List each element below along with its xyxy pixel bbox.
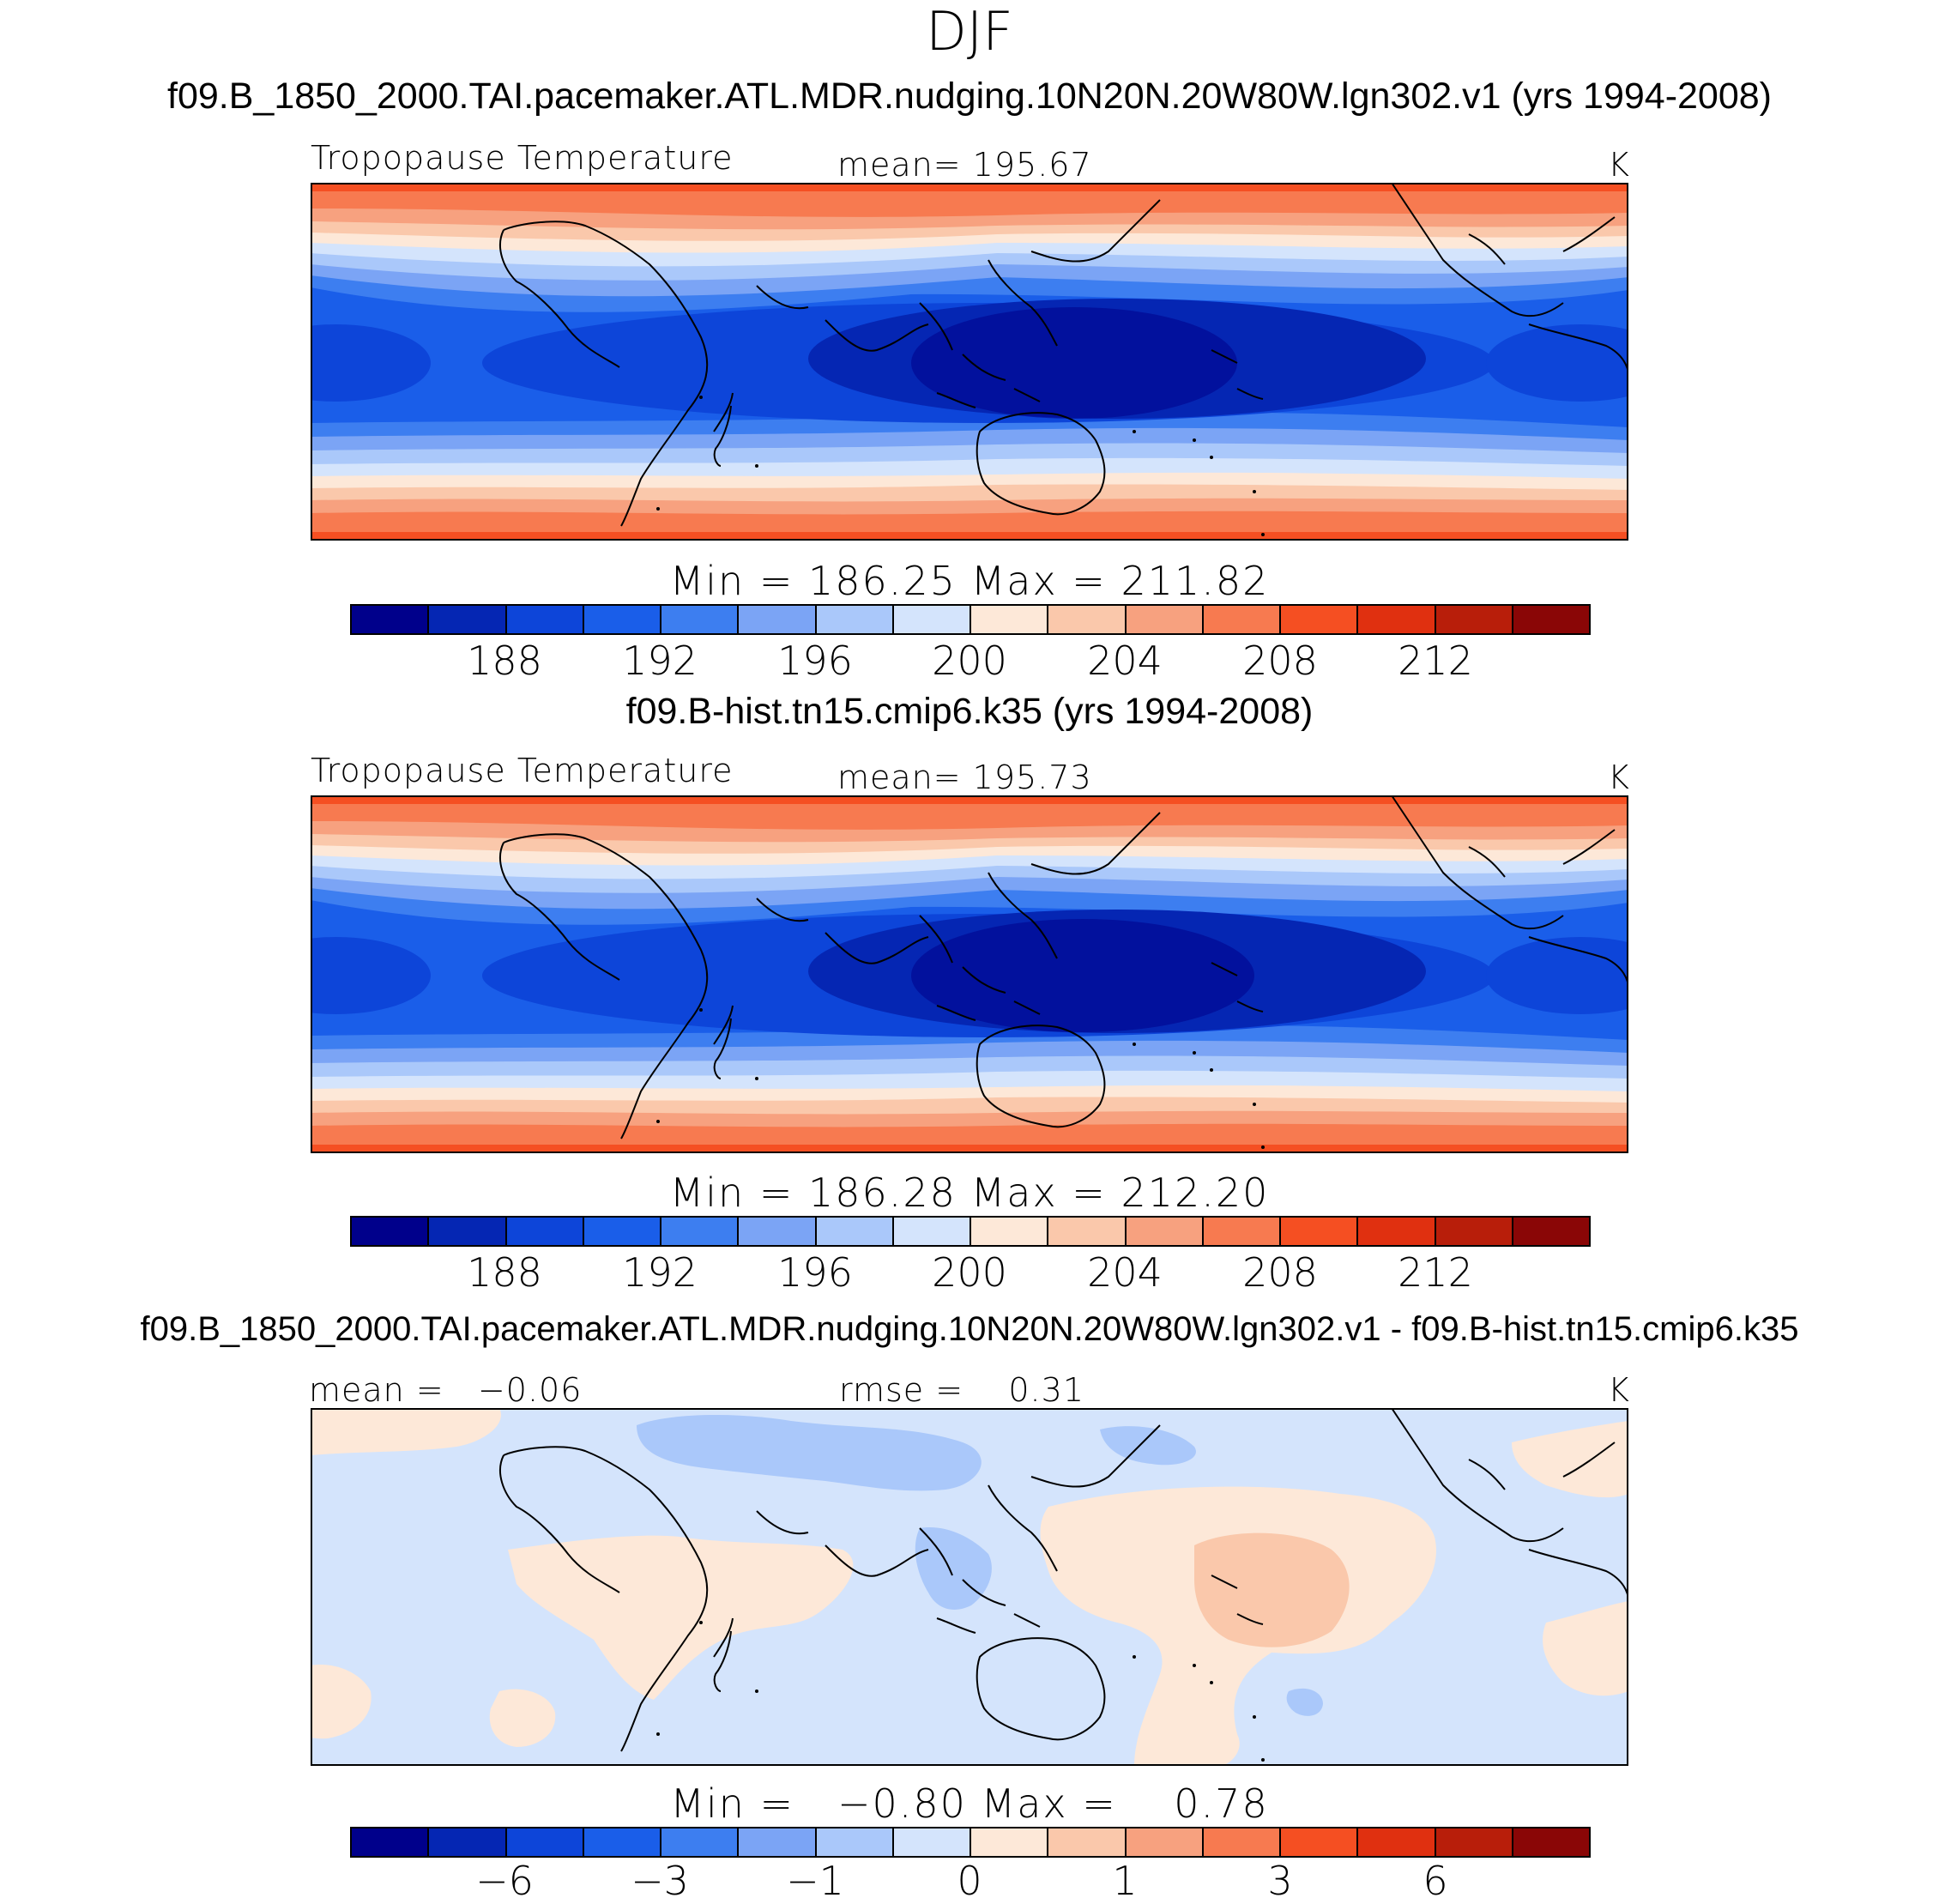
panel3-colorbar [350, 1827, 1591, 1858]
panel3-colorbar-cell [1513, 1828, 1589, 1856]
panel3-case-title: f09.B_1850_2000.TAI.pacemaker.ATL.MDR.nu… [140, 1310, 1799, 1348]
panel2-colorbar-tick: 188 [467, 1249, 542, 1296]
panel2-colorbar-cell [1203, 1218, 1281, 1245]
panel1-colorbar-cell [971, 606, 1049, 633]
panel1-colorbar-cell [661, 606, 740, 633]
panel2-min-max: Min = 186.28 Max = 212.20 [669, 1170, 1270, 1216]
panel3-colorbar-cell [661, 1828, 740, 1856]
panel3-colorbar-tick: 3 [1267, 1858, 1293, 1904]
panel3-mean-label: mean = −0.06 [309, 1371, 583, 1409]
panel2-colorbar-cell [352, 1218, 430, 1245]
panel3-colorbar-tick: −6 [475, 1858, 534, 1904]
panel1-colorbar [350, 604, 1591, 635]
panel1-colorbar-cell [893, 606, 971, 633]
panel3-units-label: K [1608, 1371, 1630, 1409]
panel2-temperature-map [311, 795, 1628, 1153]
panel3-colorbar-cell [583, 1828, 661, 1856]
panel1-colorbar-cell [1203, 606, 1281, 633]
panel2-variable-label: Tropopause Temperature [311, 752, 734, 789]
panel3-colorbar-tick: −1 [786, 1858, 844, 1904]
panel3-colorbar-cell [1435, 1828, 1513, 1856]
panel3-rmse-label: rmse = 0.31 [839, 1371, 1084, 1409]
panel3-colorbar-tick: 0 [957, 1858, 982, 1904]
panel1-colorbar-cell [429, 606, 507, 633]
panel1-colorbar-tick: 212 [1398, 638, 1473, 684]
panel1-mean-label: mean= 195.67 [837, 146, 1092, 184]
panel1-temperature-map [311, 183, 1628, 541]
panel1-colorbar-cell [583, 606, 661, 633]
panel1-units-label: K [1608, 146, 1630, 184]
panel1-colorbar-cell [1358, 606, 1436, 633]
panel1-colorbar-cell [739, 606, 817, 633]
panel1-colorbar-cell [1126, 606, 1204, 633]
panel2-colorbar-cell [1126, 1218, 1204, 1245]
panel3-difference-map [311, 1408, 1628, 1766]
panel2-colorbar-cell [1435, 1218, 1513, 1245]
panel2-colorbar-tick: 192 [622, 1249, 698, 1296]
panel1-min-max: Min = 186.25 Max = 211.82 [669, 558, 1270, 604]
panel3-colorbar-tick: 6 [1423, 1858, 1448, 1904]
panel2-colorbar-cell [506, 1218, 584, 1245]
panel1-colorbar-tick: 200 [932, 638, 1007, 684]
panel2-colorbar-cell [893, 1218, 971, 1245]
panel2-colorbar-cell [971, 1218, 1049, 1245]
panel1-colorbar-tick: 196 [777, 638, 853, 684]
panel2-mean-label: mean= 195.73 [837, 759, 1092, 796]
panel1-colorbar-cell [506, 606, 584, 633]
panel2-colorbar-cell [1358, 1218, 1436, 1245]
panel2-colorbar-tick: 196 [777, 1249, 853, 1296]
figure-title: DJF [926, 0, 1013, 63]
panel2-units-label: K [1608, 759, 1630, 796]
panel1-colorbar-cell [1048, 606, 1127, 633]
panel1-colorbar-tick: 204 [1087, 638, 1163, 684]
panel2-colorbar-cell [1513, 1218, 1589, 1245]
panel2-case-title: f09.B-hist.tn15.cmip6.k35 (yrs 1994-2008… [625, 691, 1314, 732]
panel3-colorbar-tick: −3 [631, 1858, 689, 1904]
panel2-colorbar-cell [739, 1218, 817, 1245]
panel1-colorbar-tick: 192 [622, 638, 698, 684]
panel2-colorbar-tick: 204 [1087, 1249, 1163, 1296]
panel3-colorbar-cell [352, 1828, 430, 1856]
panel1-colorbar-cell [1513, 606, 1589, 633]
panel3-colorbar-cell [971, 1828, 1049, 1856]
panel3-colorbar-cell [893, 1828, 971, 1856]
panel2-colorbar-cell [661, 1218, 740, 1245]
panel3-min-max: Min = −0.80 Max = 0.78 [670, 1780, 1269, 1827]
panel3-colorbar-cell [816, 1828, 894, 1856]
panel3-colorbar-cell [739, 1828, 817, 1856]
panel2-colorbar-tick: 212 [1398, 1249, 1473, 1296]
panel2-colorbar-cell [1048, 1218, 1127, 1245]
panel2-colorbar-cell [1281, 1218, 1359, 1245]
panel2-colorbar [350, 1216, 1591, 1247]
panel3-colorbar-cell [1281, 1828, 1359, 1856]
panel2-colorbar-tick: 200 [932, 1249, 1007, 1296]
panel3-colorbar-cell [1126, 1828, 1204, 1856]
panel1-colorbar-cell [352, 606, 430, 633]
panel2-colorbar-cell [429, 1218, 507, 1245]
panel3-colorbar-cell [1203, 1828, 1281, 1856]
panel3-colorbar-cell [429, 1828, 507, 1856]
panel2-colorbar-tick: 208 [1242, 1249, 1318, 1296]
panel2-colorbar-cell [816, 1218, 894, 1245]
panel3-colorbar-cell [1358, 1828, 1436, 1856]
panel2-colorbar-cell [583, 1218, 661, 1245]
panel1-colorbar-cell [1281, 606, 1359, 633]
panel3-colorbar-cell [1048, 1828, 1127, 1856]
panel1-colorbar-tick: 208 [1242, 638, 1318, 684]
panel3-colorbar-cell [506, 1828, 584, 1856]
panel3-colorbar-tick: 1 [1112, 1858, 1138, 1904]
panel1-colorbar-cell [816, 606, 894, 633]
panel1-colorbar-cell [1435, 606, 1513, 633]
panel1-colorbar-tick: 188 [467, 638, 542, 684]
panel1-case-title: f09.B_1850_2000.TAI.pacemaker.ATL.MDR.nu… [167, 76, 1772, 117]
panel1-variable-label: Tropopause Temperature [311, 139, 734, 177]
